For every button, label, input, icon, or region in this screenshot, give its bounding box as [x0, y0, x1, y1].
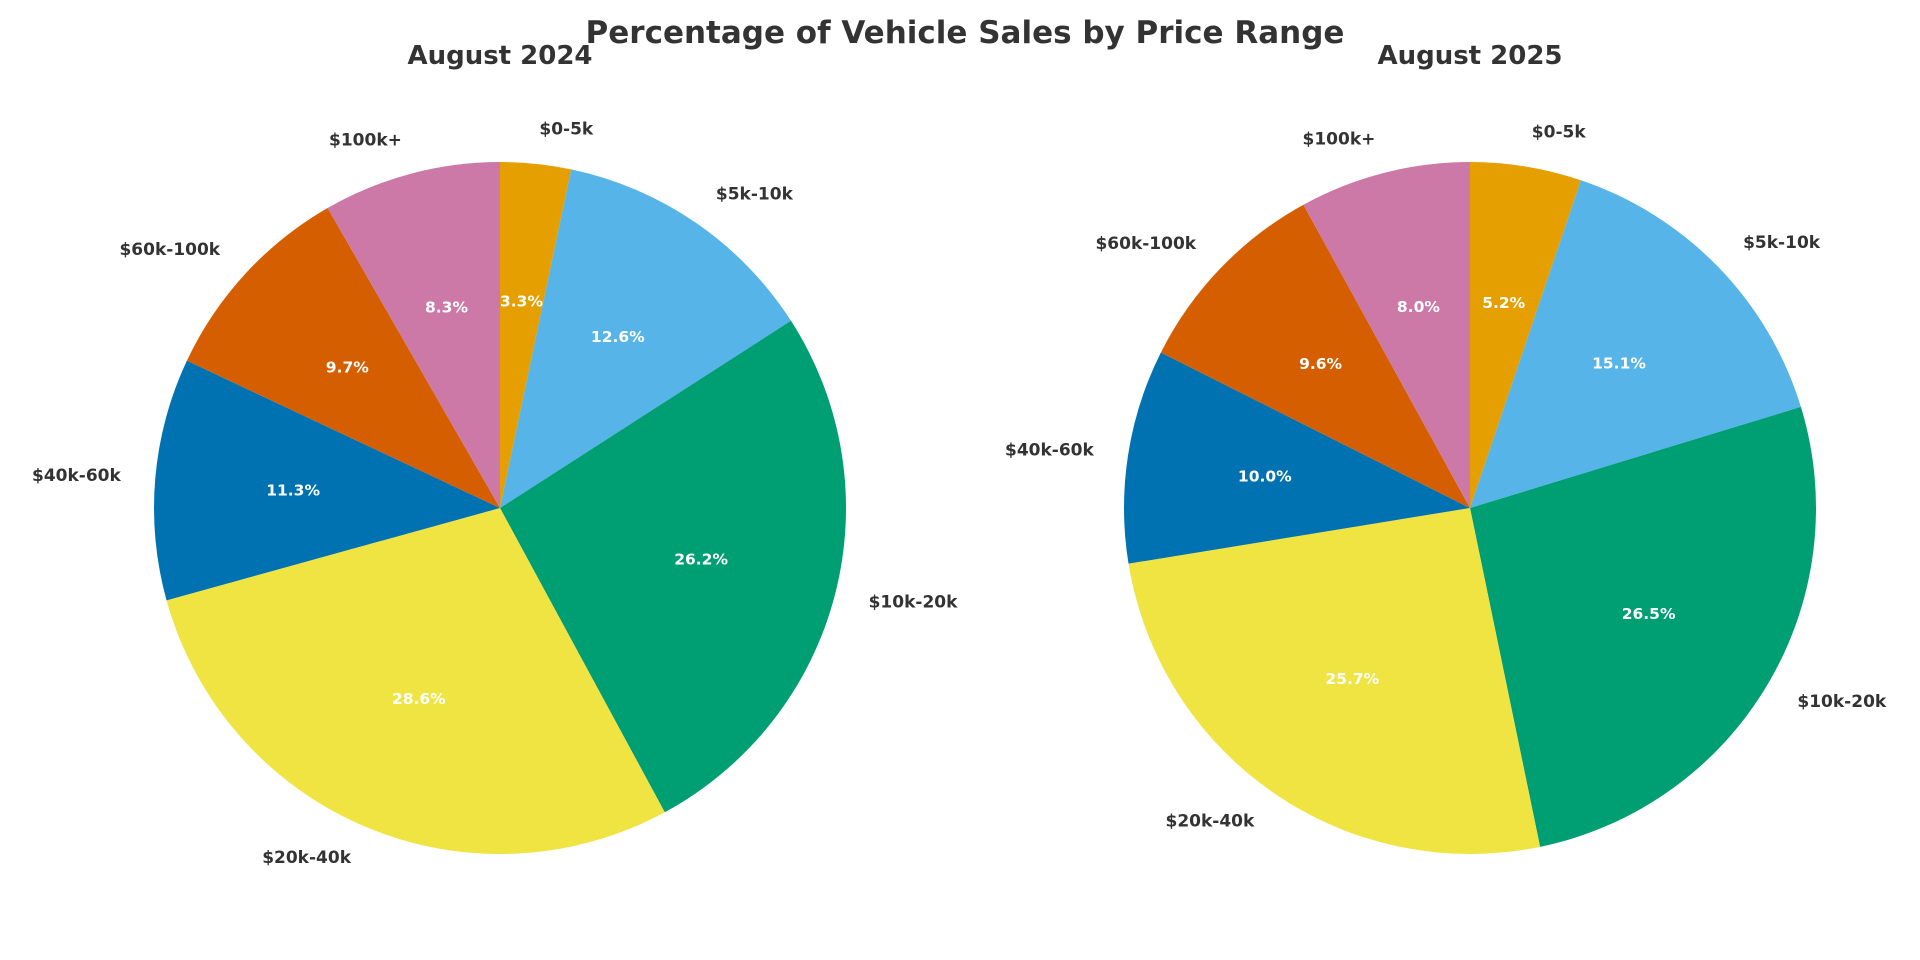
category-label-100k-plus: $100k+	[1303, 129, 1376, 149]
category-label-100k-plus: $100k+	[329, 130, 402, 150]
pie-slice-10k-20k	[500, 320, 847, 813]
category-label-60k-100k: $60k-100k	[1095, 234, 1196, 254]
percent-label-100k-plus: 8.3%	[425, 298, 468, 316]
percent-label-100k-plus: 8.0%	[1397, 298, 1440, 316]
category-label-0-5k: $0-5k	[1532, 123, 1587, 143]
pie-slice-5k-10k	[500, 169, 791, 508]
category-label-5k-10k: $5k-10k	[716, 185, 794, 205]
percent-label-40k-60k: 11.3%	[266, 481, 320, 499]
percent-label-0-5k: 5.2%	[1482, 294, 1525, 312]
percent-label-60k-100k: 9.7%	[326, 358, 369, 376]
chart-title: Percentage of Vehicle Sales by Price Ran…	[586, 15, 1345, 51]
percent-label-5k-10k: 15.1%	[1592, 354, 1646, 372]
pie-slice-40k-60k	[1124, 352, 1470, 564]
category-label-0-5k: $0-5k	[539, 119, 594, 139]
pie-august-2024: August 2024 $0-5k $5k-10k $10k-20k $20k-40k…	[32, 41, 958, 868]
pie-slice-60k-100k	[1160, 204, 1470, 508]
percent-label-10k-20k: 26.5%	[1622, 605, 1676, 623]
pie-slice-10k-20k	[1470, 406, 1816, 847]
category-label-5k-10k: $5k-10k	[1743, 233, 1821, 253]
pie-title: August 2024	[407, 41, 592, 71]
category-label-10k-20k: $10k-20k	[1797, 692, 1887, 712]
percent-label-10k-20k: 26.2%	[674, 551, 728, 569]
pie-slice-20k-40k	[166, 508, 665, 854]
category-label-40k-60k: $40k-60k	[1005, 440, 1095, 460]
category-label-60k-100k: $60k-100k	[119, 240, 220, 260]
category-label-20k-40k: $20k-40k	[262, 848, 352, 868]
pie-slice-0-5k	[500, 161, 572, 508]
pie-slice-100k-plus	[1303, 162, 1470, 508]
percent-label-40k-60k: 10.0%	[1238, 468, 1292, 486]
pie-slice-60k-100k	[186, 207, 500, 509]
category-label-10k-20k: $10k-20k	[869, 593, 959, 613]
pie-august-2025: August 2025 $0-5k $5k-10k $10k-20k $20k-40k…	[1005, 41, 1887, 855]
percent-label-60k-100k: 9.6%	[1299, 355, 1342, 373]
pie-slice-0-5k	[1470, 162, 1581, 508]
pie-slice-5k-10k	[1470, 180, 1801, 508]
percent-label-20k-40k: 28.6%	[392, 690, 446, 708]
pie-slice-20k-40k	[1128, 508, 1541, 855]
pie-title: August 2025	[1377, 41, 1562, 71]
percent-label-0-5k: 3.3%	[500, 293, 543, 311]
percent-label-20k-40k: 25.7%	[1325, 670, 1379, 688]
percent-label-5k-10k: 12.6%	[591, 328, 645, 346]
category-label-20k-40k: $20k-40k	[1165, 812, 1255, 832]
category-label-40k-60k: $40k-60k	[32, 466, 122, 486]
pie-slice-40k-60k	[153, 360, 501, 601]
pie-slice-100k-plus	[327, 162, 500, 508]
